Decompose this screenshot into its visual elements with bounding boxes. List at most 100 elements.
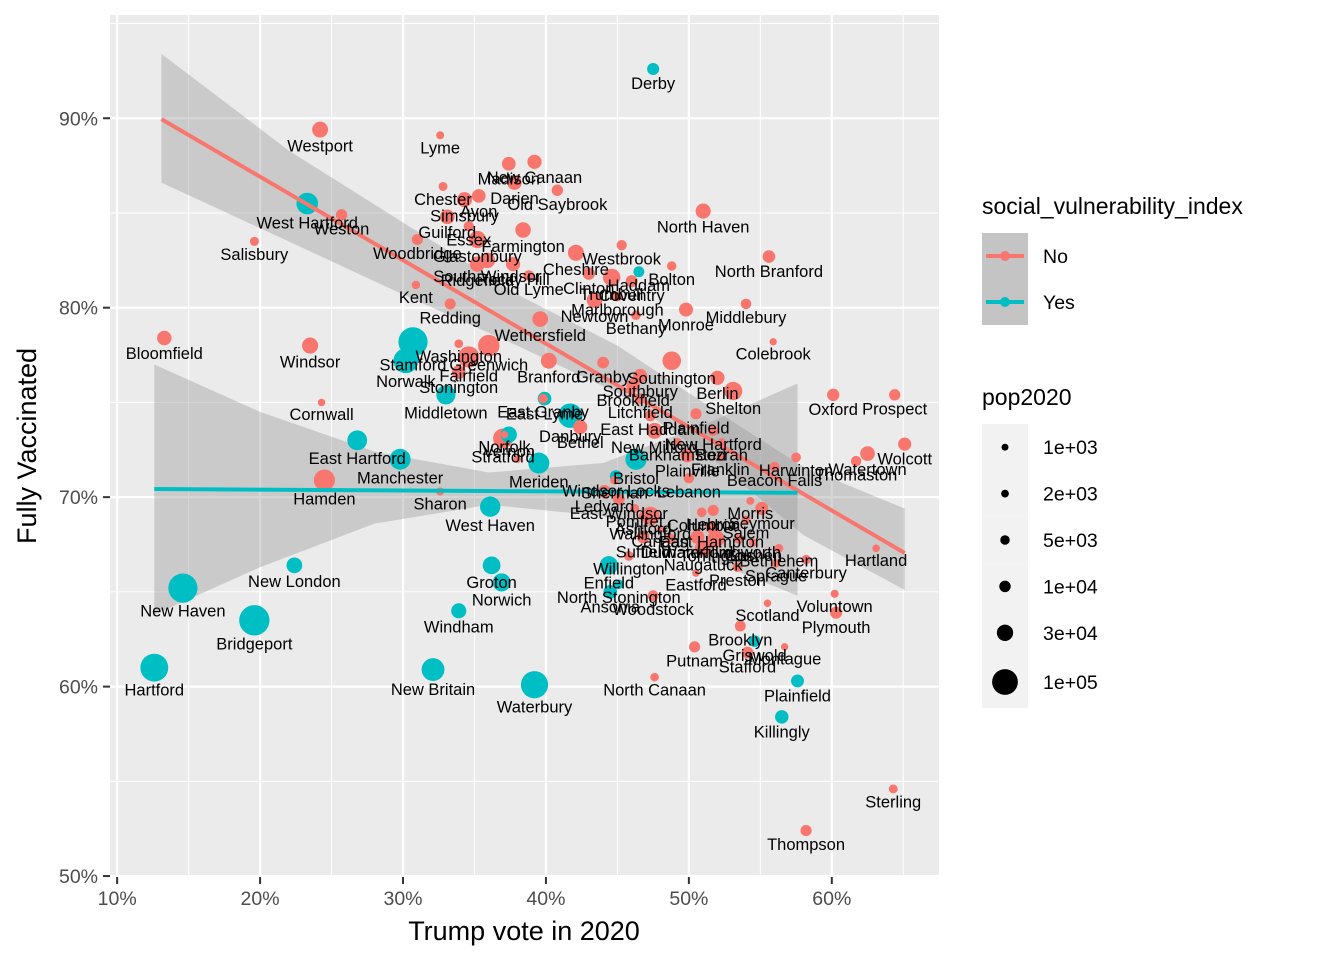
- point-label: Morris: [727, 505, 773, 523]
- point-label: Thomaston: [815, 466, 898, 484]
- point-label: Colebrook: [736, 345, 812, 363]
- point-label: Redding: [419, 309, 480, 327]
- y-tick-label: 80%: [59, 298, 98, 320]
- point-label: Simsbury: [430, 207, 500, 225]
- point-label: West Hartford: [257, 214, 358, 232]
- point-label: North Canaan: [603, 681, 706, 699]
- data-point: [801, 554, 811, 565]
- point-label: Bolton: [648, 271, 695, 289]
- data-point: [614, 579, 624, 590]
- point-label: Sharon: [414, 496, 467, 514]
- point-label: Wethersfield: [495, 327, 586, 345]
- data-point: [599, 556, 619, 575]
- point-label: Manchester: [357, 470, 444, 488]
- point-label: Essex: [446, 231, 492, 249]
- data-point: [631, 310, 641, 321]
- data-point: [888, 784, 898, 794]
- legend-size: pop2020 1e+03 2e+03 5e+03 1e+04 3e+04 1e+05: [982, 384, 1098, 708]
- point-label: Canaan: [631, 533, 689, 551]
- data-point: [850, 455, 862, 467]
- point-label: Cornwall: [289, 406, 353, 424]
- data-point: [335, 209, 348, 221]
- point-label: East Hartford: [309, 450, 406, 468]
- point-label: Wolcott: [877, 451, 932, 469]
- x-axis: 10% 20% 30% 40% 50% 60%: [98, 877, 851, 910]
- point-label: Canterbury: [765, 564, 847, 582]
- data-point: [610, 475, 619, 485]
- data-point: [630, 503, 640, 514]
- data-point: [662, 351, 682, 371]
- point-label: Woodbridge: [373, 245, 462, 263]
- data-point: [168, 573, 198, 603]
- data-point: [705, 521, 718, 534]
- point-label: Chester: [414, 191, 472, 209]
- data-point: [157, 330, 172, 346]
- data-point: [707, 504, 719, 516]
- data-point: [774, 543, 784, 553]
- point-label: New Hartford: [665, 436, 762, 454]
- data-point: [411, 280, 421, 290]
- point-label: Windsor Locks: [562, 482, 670, 500]
- legend-size-label: 5e+03: [1043, 530, 1098, 552]
- point-label: Killingworth: [697, 544, 781, 562]
- point-label: Old Saybrook: [507, 196, 608, 214]
- point-label: Coventry: [599, 287, 666, 305]
- point-label: Durham: [641, 544, 700, 562]
- x-tick-label: 30%: [383, 888, 422, 910]
- point-label: Avon: [460, 203, 497, 221]
- legend-size-label: 3e+04: [1043, 623, 1098, 645]
- legend-size-key-point: [1001, 443, 1009, 451]
- point-label: Windsor: [280, 354, 341, 372]
- legend-color: social_vulnerability_index No Yes: [982, 193, 1243, 325]
- x-tick-label: 20%: [241, 888, 280, 910]
- data-point: [249, 236, 259, 246]
- point-label: Putnam: [666, 652, 723, 670]
- data-point: [520, 671, 549, 699]
- data-point: [665, 533, 676, 545]
- data-point: [769, 338, 777, 346]
- data-point: [755, 501, 769, 516]
- point-label: Thompson: [767, 836, 845, 854]
- legend-size-key-point: [1000, 535, 1010, 545]
- data-point: [603, 585, 618, 599]
- point-label: Lyme: [420, 139, 460, 157]
- point-label: Ridgefield: [441, 272, 514, 290]
- point-label: Bethel: [557, 434, 604, 452]
- point-label: Bethlehem: [739, 553, 818, 571]
- point-label: Brooklyn: [708, 631, 772, 649]
- point-label: Griswold: [723, 647, 787, 665]
- data-point: [444, 298, 456, 310]
- point-label: Beacon Falls: [727, 472, 822, 490]
- legend-color-title: social_vulnerability_index: [982, 193, 1243, 219]
- point-label: Rocky Hill: [476, 271, 549, 289]
- point-label: Stamford: [380, 356, 447, 374]
- data-point: [492, 573, 511, 592]
- data-points: [140, 62, 912, 837]
- legend-size-label: 1e+04: [1043, 576, 1098, 598]
- point-label: Meriden: [509, 474, 569, 492]
- x-tick-label: 10%: [98, 888, 137, 910]
- data-point: [872, 544, 880, 553]
- point-label: Bloomfield: [126, 345, 203, 363]
- data-point: [439, 209, 455, 225]
- point-label: Plainfield: [663, 419, 730, 437]
- point-label: New Canaan: [487, 169, 582, 187]
- data-point: [538, 393, 548, 404]
- point-label: Trumbull: [580, 286, 644, 304]
- point-label: Bridgeport: [216, 635, 293, 653]
- point-label: Harwinton: [759, 462, 833, 480]
- trend-lines: [154, 117, 906, 555]
- legend-size-key-point: [996, 624, 1014, 641]
- point-label: Brookfield: [596, 392, 669, 410]
- data-point: [791, 452, 801, 463]
- point-label: New Britain: [391, 681, 475, 699]
- point-label: Franklin: [691, 461, 750, 479]
- data-point: [638, 511, 648, 521]
- data-point: [666, 261, 677, 271]
- data-point: [597, 356, 609, 369]
- data-point: [716, 453, 725, 462]
- point-label: Voluntown: [797, 598, 873, 616]
- point-label: Bozrah: [696, 446, 748, 464]
- data-point: [313, 469, 335, 491]
